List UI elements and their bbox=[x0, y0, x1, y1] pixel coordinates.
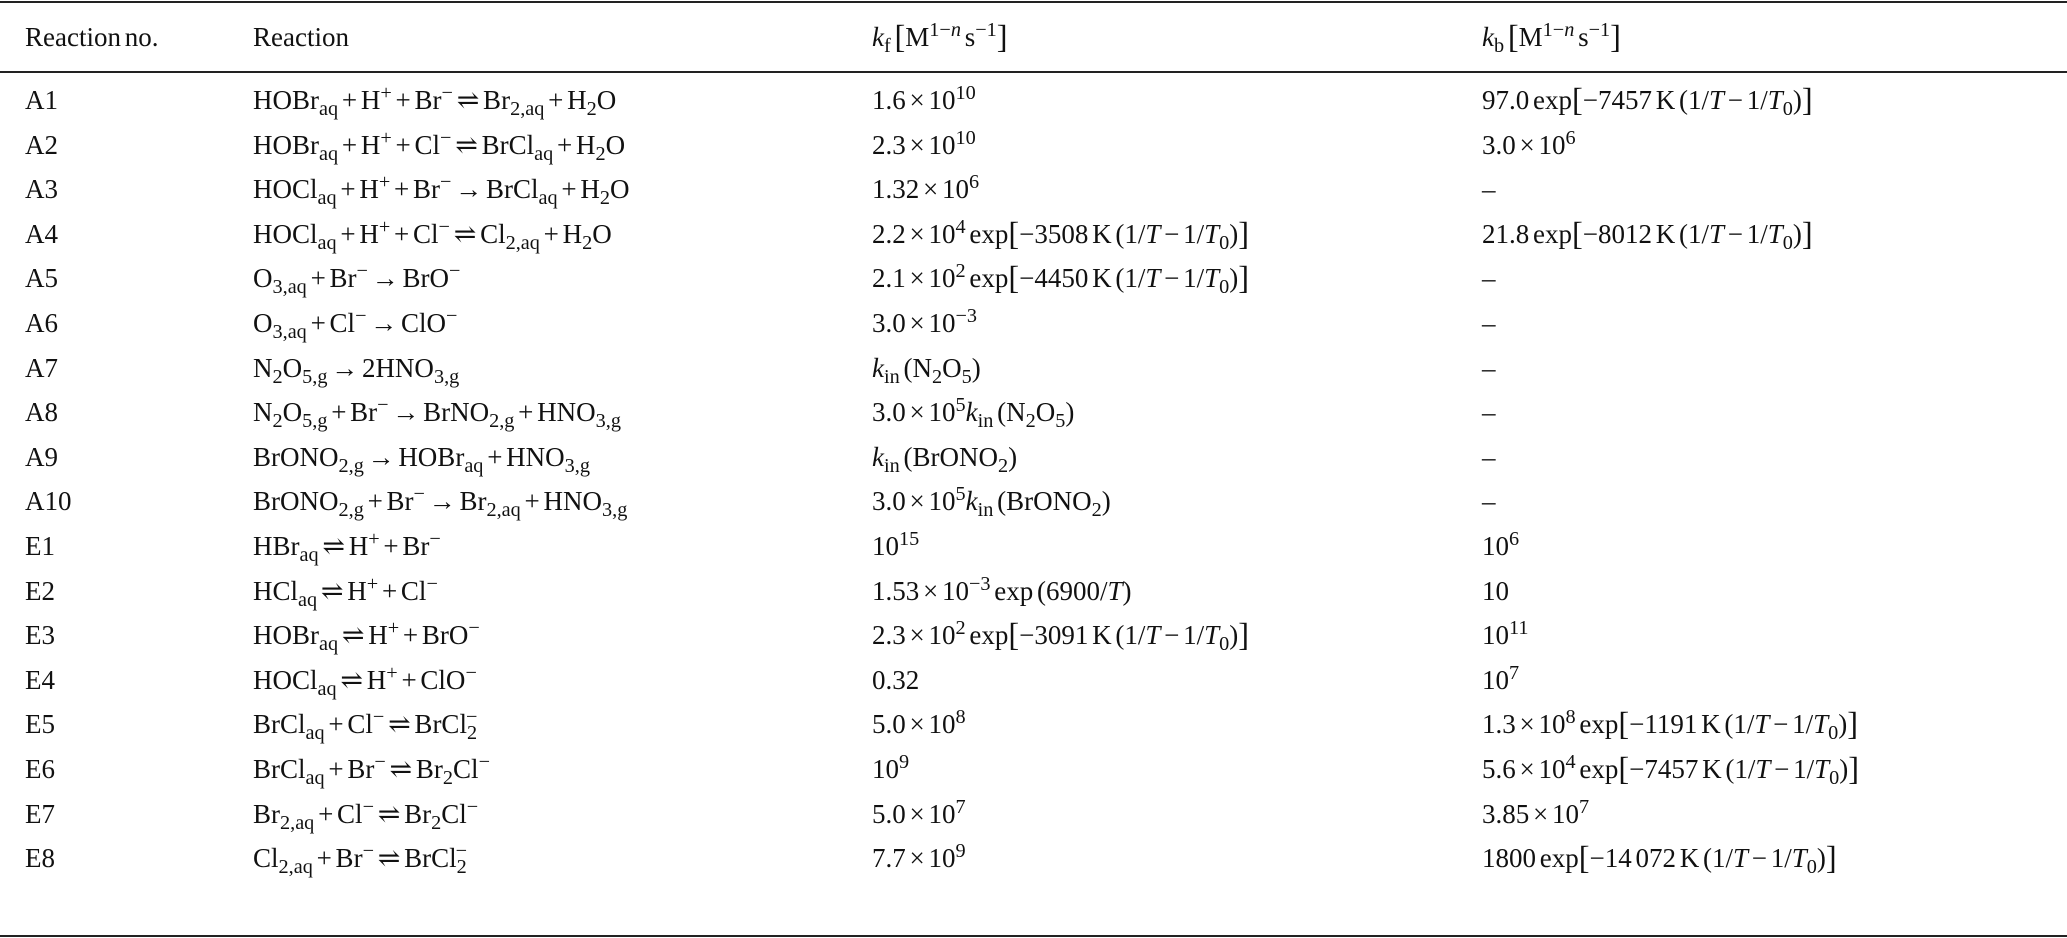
table-row: E4 HOClaq ⇌ H+ + ClO− 0.32 107 bbox=[0, 658, 2067, 702]
reaction-no-cell: A3 bbox=[25, 174, 58, 205]
kb-cell: 97.0 exp[−7457 K (1/T − 1/T0)] bbox=[1482, 82, 1813, 121]
reaction-cell: BrONO2,g → HOBraq + HNO3,g bbox=[253, 441, 590, 477]
kb-cell: 106 bbox=[1482, 527, 1520, 561]
kf-cell: 3.0 × 105kin (BrONO2) bbox=[872, 483, 1111, 522]
kf-cell: 3.0 × 10−3 bbox=[872, 304, 978, 338]
reaction-cell: BrClaq + Cl− ⇌ BrCl2− bbox=[253, 706, 478, 745]
kf-cell: kin (BrONO2) bbox=[872, 441, 1018, 477]
kf-cell: 5.0 × 107 bbox=[872, 795, 966, 829]
table-row: E6 BrClaq + Br− ⇌ Br2Cl− 109 5.6 × 104 exp[… bbox=[0, 747, 2067, 791]
table-row: E5 BrClaq + Cl− ⇌ BrCl2− 5.0 × 108 1.3 × 10… bbox=[0, 702, 2067, 746]
table-row: A2 HOBraq + H+ + Cl− ⇌ BrClaq + H2O 2.3 × … bbox=[0, 123, 2067, 167]
kb-cell: 1800 exp[−14 072 K (1/T − 1/T0)] bbox=[1482, 840, 1837, 879]
table-row: E3 HOBraq ⇌ H+ + BrO− 2.3 × 102 exp[−3091 … bbox=[0, 613, 2067, 657]
table-row: A9 BrONO2,g → HOBraq + HNO3,g kin (BrONO2)… bbox=[0, 435, 2067, 479]
kb-cell: – bbox=[1482, 441, 1496, 472]
kf-cell: 0.32 bbox=[872, 664, 920, 695]
header-rule bbox=[0, 71, 2067, 73]
table-row: A1 HOBraq + H+ + Br− ⇌ Br2,aq + H2O 1.6 × … bbox=[0, 78, 2067, 122]
table-row: A10 BrONO2,g + Br− → Br2,aq + HNO3,g 3.0 ×… bbox=[0, 479, 2067, 523]
kb-cell: – bbox=[1482, 352, 1496, 383]
kb-cell: – bbox=[1482, 174, 1496, 205]
reaction-cell: HOBraq + H+ + Cl− ⇌ BrClaq + H2O bbox=[253, 126, 626, 165]
reaction-cell: HOBraq ⇌ H+ + BrO− bbox=[253, 617, 480, 656]
reaction-cell: BrClaq + Br− ⇌ Br2Cl− bbox=[253, 750, 490, 790]
kb-cell: 3.85 × 107 bbox=[1482, 795, 1590, 829]
reaction-no-cell: A2 bbox=[25, 129, 58, 160]
table-row: E1 HBraq ⇌ H+ + Br− 1015 106 bbox=[0, 524, 2067, 568]
reaction-cell: Br2,aq + Cl− ⇌ Br2Cl− bbox=[253, 795, 479, 834]
table-row: A4 HOClaq + H+ + Cl− ⇌ Cl2,aq + H2O 2.2 × … bbox=[0, 212, 2067, 256]
kf-cell: 1.32 × 106 bbox=[872, 171, 980, 205]
reaction-no-cell: A8 bbox=[25, 397, 58, 428]
kb-cell: 5.6 × 104 exp[−7457 K (1/T − 1/T0)] bbox=[1482, 750, 1860, 790]
reaction-no-cell: E2 bbox=[25, 575, 55, 606]
header-reaction-no: Reaction no. bbox=[25, 22, 159, 52]
reaction-no-cell: E7 bbox=[25, 798, 55, 829]
table-row: A3 HOClaq + H+ + Br− → BrClaq + H2O 1.32 ×… bbox=[0, 167, 2067, 211]
reaction-cell: HOClaq + H+ + Cl− ⇌ Cl2,aq + H2O bbox=[253, 215, 612, 254]
table-row: A5 O3,aq + Br− → BrO− 2.1 × 102 exp[−4450 … bbox=[0, 256, 2067, 300]
kf-cell: kin (N2O5) bbox=[872, 352, 981, 388]
reaction-no-cell: A1 bbox=[25, 85, 58, 115]
reaction-cell: BrONO2,g + Br− → Br2,aq + HNO3,g bbox=[253, 483, 628, 522]
reaction-no-cell: E3 bbox=[25, 620, 55, 651]
kf-cell: 1015 bbox=[872, 527, 920, 561]
reaction-no-cell: A6 bbox=[25, 308, 58, 338]
reaction-no-cell: A5 bbox=[25, 263, 58, 294]
kf-cell: 2.1 × 102 exp[−4450 K (1/T − 1/T0)] bbox=[872, 260, 1250, 299]
kf-cell: 2.2 × 104 exp[−3508 K (1/T − 1/T0)] bbox=[872, 215, 1250, 254]
kf-cell: 2.3 × 1010 bbox=[872, 126, 976, 160]
kb-cell: 107 bbox=[1482, 661, 1520, 695]
reaction-no-cell: E4 bbox=[25, 664, 55, 695]
table-row: A7 N2O5,g → 2HNO3,g kin (N2O5) – bbox=[0, 346, 2067, 390]
kf-cell: 2.3 × 102 exp[−3091 K (1/T − 1/T0)] bbox=[872, 617, 1250, 656]
reaction-cell: HBraq ⇌ H+ + Br− bbox=[253, 527, 441, 567]
reaction-no-cell: A7 bbox=[25, 352, 58, 383]
reaction-no-cell: A9 bbox=[25, 441, 58, 472]
header-reaction: Reaction bbox=[253, 22, 349, 52]
table-row: E2 HClaq ⇌ H+ + Cl− 1.53 × 10−3 exp (6900/… bbox=[0, 569, 2067, 613]
reaction-no-cell: E8 bbox=[25, 843, 55, 874]
kf-cell: 5.0 × 108 bbox=[872, 706, 966, 740]
table-row: E8 Cl2,aq + Br− ⇌ BrCl2− 7.7 × 109 1800 exp… bbox=[0, 836, 2067, 880]
reaction-no-cell: A10 bbox=[25, 486, 72, 517]
table-row: A6 O3,aq + Cl− → ClO− 3.0 × 10−3 – bbox=[0, 301, 2067, 345]
reaction-cell: O3,aq + Br− → BrO− bbox=[253, 260, 461, 299]
reaction-cell: N2O5,g → 2HNO3,g bbox=[253, 352, 460, 388]
reaction-no-cell: E1 bbox=[25, 531, 55, 561]
reaction-cell: Cl2,aq + Br− ⇌ BrCl2− bbox=[253, 840, 468, 879]
table-row: E7 Br2,aq + Cl− ⇌ Br2Cl− 5.0 × 107 3.85 × 1… bbox=[0, 792, 2067, 836]
kb-cell: 10 bbox=[1482, 575, 1509, 606]
reaction-no-cell: E6 bbox=[25, 754, 55, 784]
kf-cell: 1.53 × 10−3 exp (6900/T) bbox=[872, 572, 1132, 606]
table-row: A8 N2O5,g + Br− → BrNO2,g + HNO3,g 3.0 × 1… bbox=[0, 390, 2067, 434]
kb-cell: 3.0 × 106 bbox=[1482, 126, 1576, 160]
kb-cell: 1.3 × 108 exp[−1191 K (1/T − 1/T0)] bbox=[1482, 706, 1859, 745]
kf-cell: 1.6 × 1010 bbox=[872, 81, 976, 115]
header-kb: kb [M1−n s−1] bbox=[1482, 18, 1621, 58]
kf-cell: 7.7 × 109 bbox=[872, 840, 966, 874]
reaction-cell: HOClaq ⇌ H+ + ClO− bbox=[253, 661, 477, 700]
reaction-cell: N2O5,g + Br− → BrNO2,g + HNO3,g bbox=[253, 394, 621, 433]
reaction-no-cell: A4 bbox=[25, 218, 58, 249]
kb-cell: – bbox=[1482, 308, 1496, 338]
kf-cell: 109 bbox=[872, 750, 910, 784]
kb-cell: 1011 bbox=[1482, 617, 1529, 651]
kb-cell: – bbox=[1482, 397, 1496, 428]
top-rule bbox=[0, 1, 2067, 3]
table-header: Reaction no. Reaction kf [M1−n s−1] kb [… bbox=[0, 15, 2067, 59]
reaction-cell: HOClaq + H+ + Br− → BrClaq + H2O bbox=[253, 171, 630, 210]
kb-cell: 21.8 exp[−8012 K (1/T − 1/T0)] bbox=[1482, 216, 1813, 254]
reaction-cell: HOBraq + H+ + Br− ⇌ Br2,aq + H2O bbox=[253, 81, 617, 121]
reaction-no-cell: E5 bbox=[25, 709, 55, 740]
header-kf: kf [M1−n s−1] bbox=[872, 18, 1008, 58]
bottom-rule bbox=[0, 935, 2067, 937]
kb-cell: – bbox=[1482, 486, 1496, 517]
kb-cell: – bbox=[1482, 263, 1496, 294]
reaction-cell: O3,aq + Cl− → ClO− bbox=[253, 304, 458, 344]
kf-cell: 3.0 × 105kin (N2O5) bbox=[872, 394, 1075, 433]
reaction-cell: HClaq ⇌ H+ + Cl− bbox=[253, 572, 438, 611]
